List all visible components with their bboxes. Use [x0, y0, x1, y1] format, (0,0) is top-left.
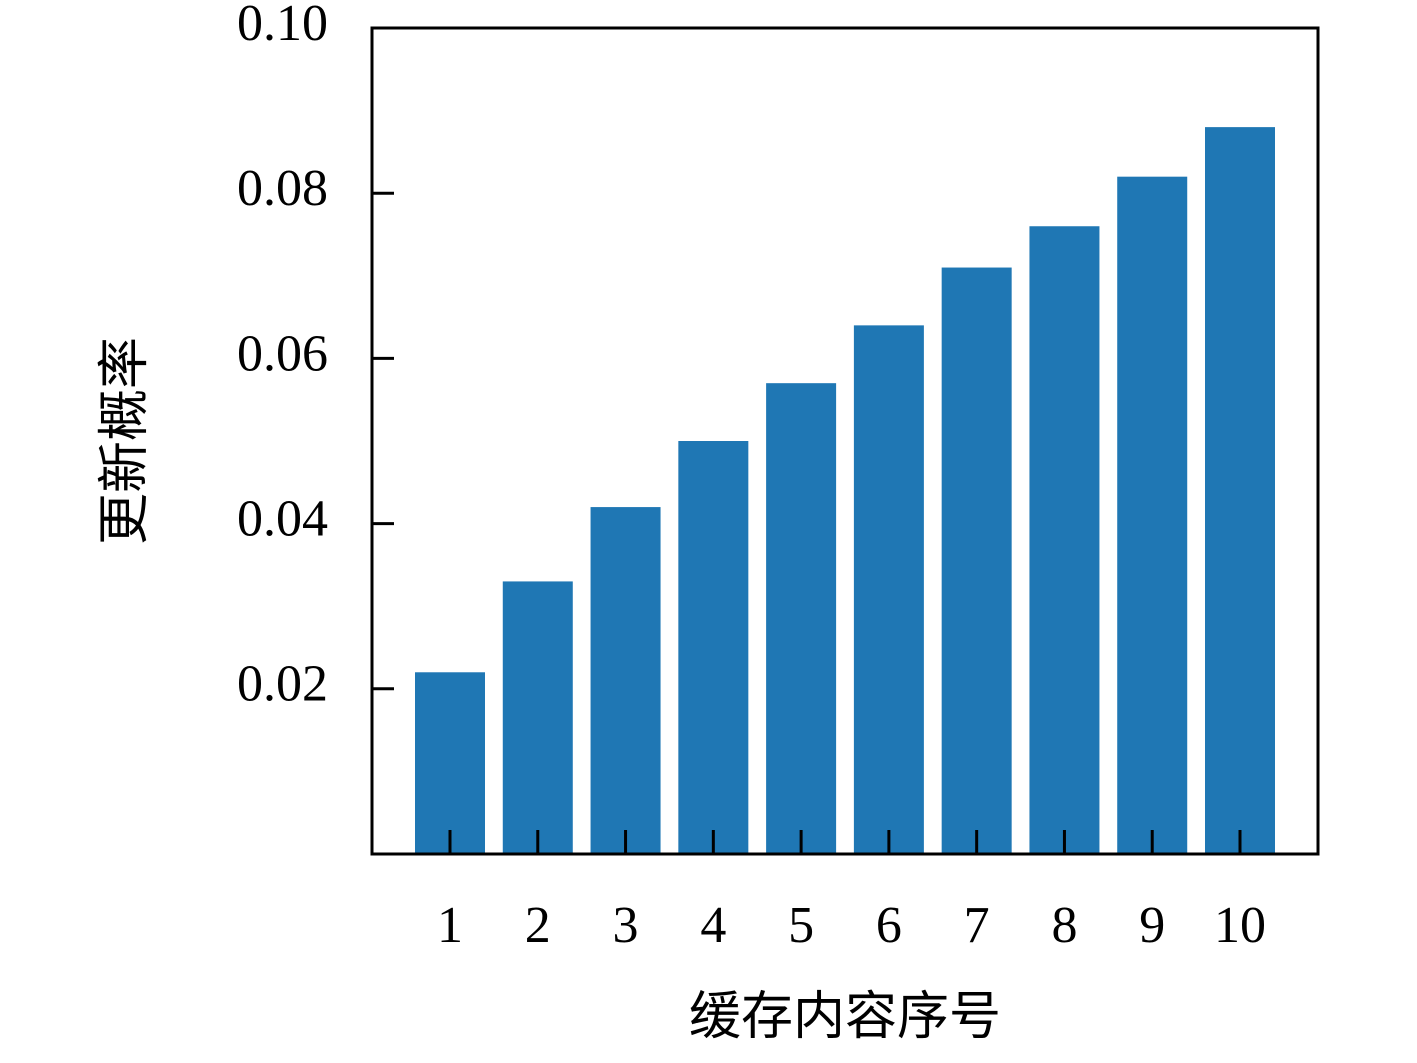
x-tick-label: 2 — [525, 897, 551, 954]
x-tick-label: 7 — [964, 897, 990, 954]
y-axis-label: 更新概率 — [97, 337, 154, 545]
y-tick-label: 0.06 — [237, 325, 328, 382]
bar — [1205, 127, 1275, 855]
x-tick-label: 10 — [1214, 897, 1266, 954]
x-tick-label: 9 — [1139, 897, 1165, 954]
bar — [415, 672, 485, 854]
y-tick-label: 0.04 — [237, 491, 328, 548]
x-axis-label: 缓存内容序号 — [689, 989, 1001, 1046]
bar — [853, 325, 924, 854]
x-tick-label: 4 — [700, 897, 726, 954]
x-tick-label: 1 — [437, 897, 463, 954]
bar — [502, 581, 573, 854]
bar — [1029, 226, 1100, 855]
y-tick-label: 0.08 — [237, 160, 328, 217]
bar — [941, 267, 1012, 854]
bar — [678, 441, 749, 854]
x-tick-label: 3 — [613, 897, 639, 954]
bar — [590, 507, 661, 854]
x-tick-label: 6 — [876, 897, 902, 954]
y-tick-label: 0.02 — [237, 656, 328, 713]
x-tick-label: 8 — [1051, 897, 1077, 954]
y-tick-label: 0.10 — [237, 0, 328, 52]
bar — [766, 383, 837, 854]
plot-frame — [370, 26, 1320, 856]
x-tick-label: 5 — [788, 897, 814, 954]
bar — [1117, 176, 1188, 854]
